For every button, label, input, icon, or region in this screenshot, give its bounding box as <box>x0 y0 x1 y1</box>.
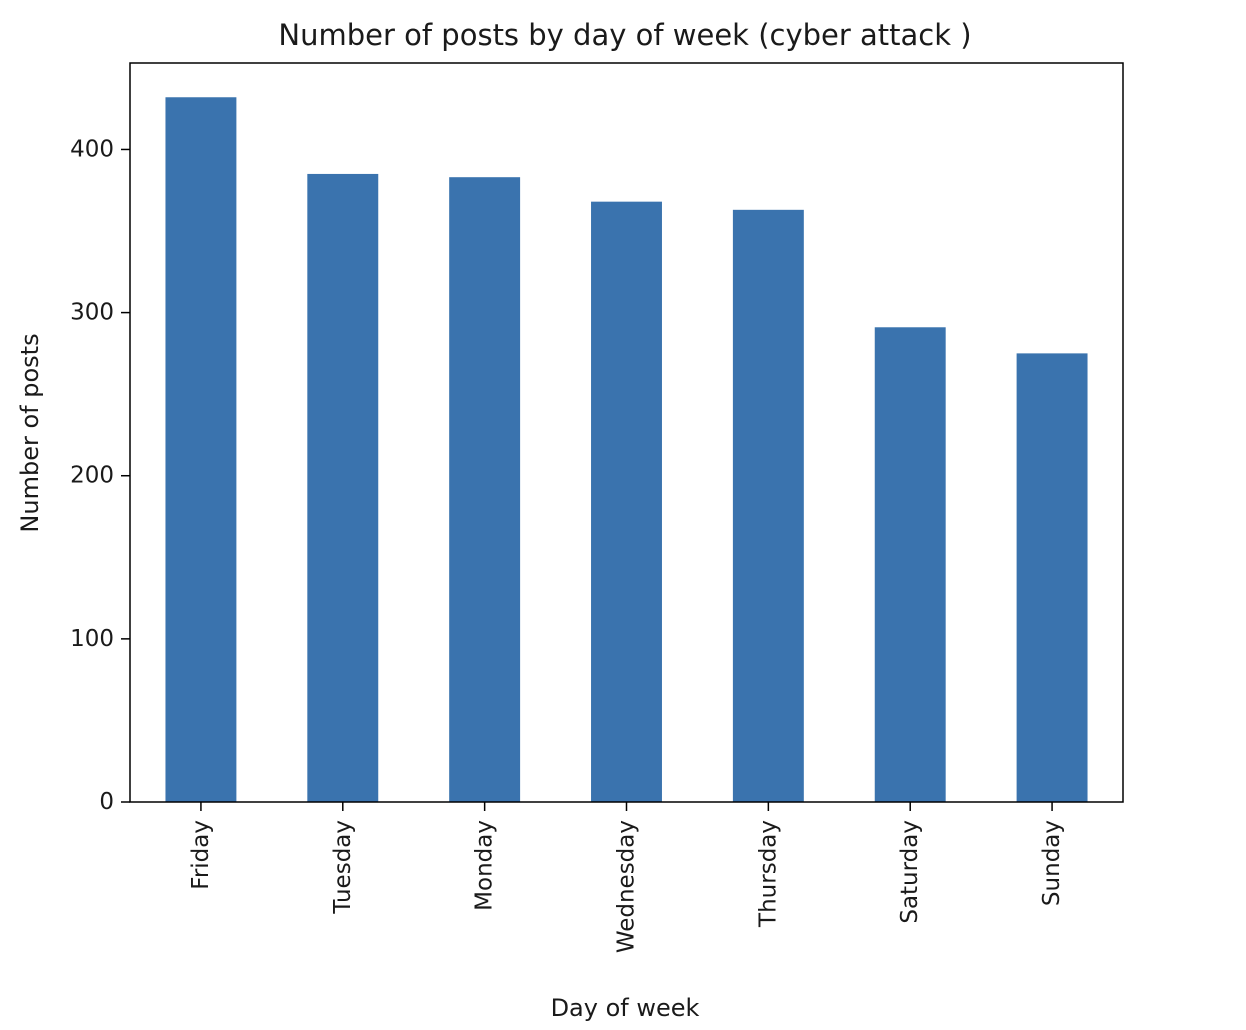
x-tick-label-wednesday: Wednesday <box>614 820 640 953</box>
x-axis-ticks: Friday Tuesday Monday Wednesday Thursday Satu… <box>188 802 1065 953</box>
y-tick-label: 100 <box>70 626 114 652</box>
bar-sunday <box>1016 353 1088 802</box>
bar-tuesday <box>307 173 379 802</box>
x-tick-label-sunday: Sunday <box>1039 820 1065 906</box>
bars-group <box>165 97 1088 803</box>
bar-monday <box>449 177 521 802</box>
y-axis-title: Number of posts <box>16 333 44 532</box>
y-tick-label: 400 <box>70 136 114 162</box>
x-axis-title: Day of week <box>551 994 700 1022</box>
y-tick-label: 200 <box>70 463 114 489</box>
x-tick-label-saturday: Saturday <box>897 820 923 924</box>
bar-saturday <box>874 327 946 802</box>
x-tick-label-monday: Monday <box>472 820 498 911</box>
y-tick-label: 0 <box>99 789 114 815</box>
y-tick-label: 300 <box>70 300 114 326</box>
chart-title: Number of posts by day of week (cyber at… <box>278 18 971 52</box>
bar-thursday <box>732 209 804 803</box>
x-tick-label-thursday: Thursday <box>755 820 781 928</box>
bar-wednesday <box>591 201 662 803</box>
x-tick-label-tuesday: Tuesday <box>330 820 356 915</box>
x-tick-label-friday: Friday <box>188 820 214 890</box>
y-axis-ticks: 0 100 200 300 400 <box>70 136 130 815</box>
plot-area-frame <box>129 62 1124 803</box>
bar-friday <box>165 97 237 802</box>
